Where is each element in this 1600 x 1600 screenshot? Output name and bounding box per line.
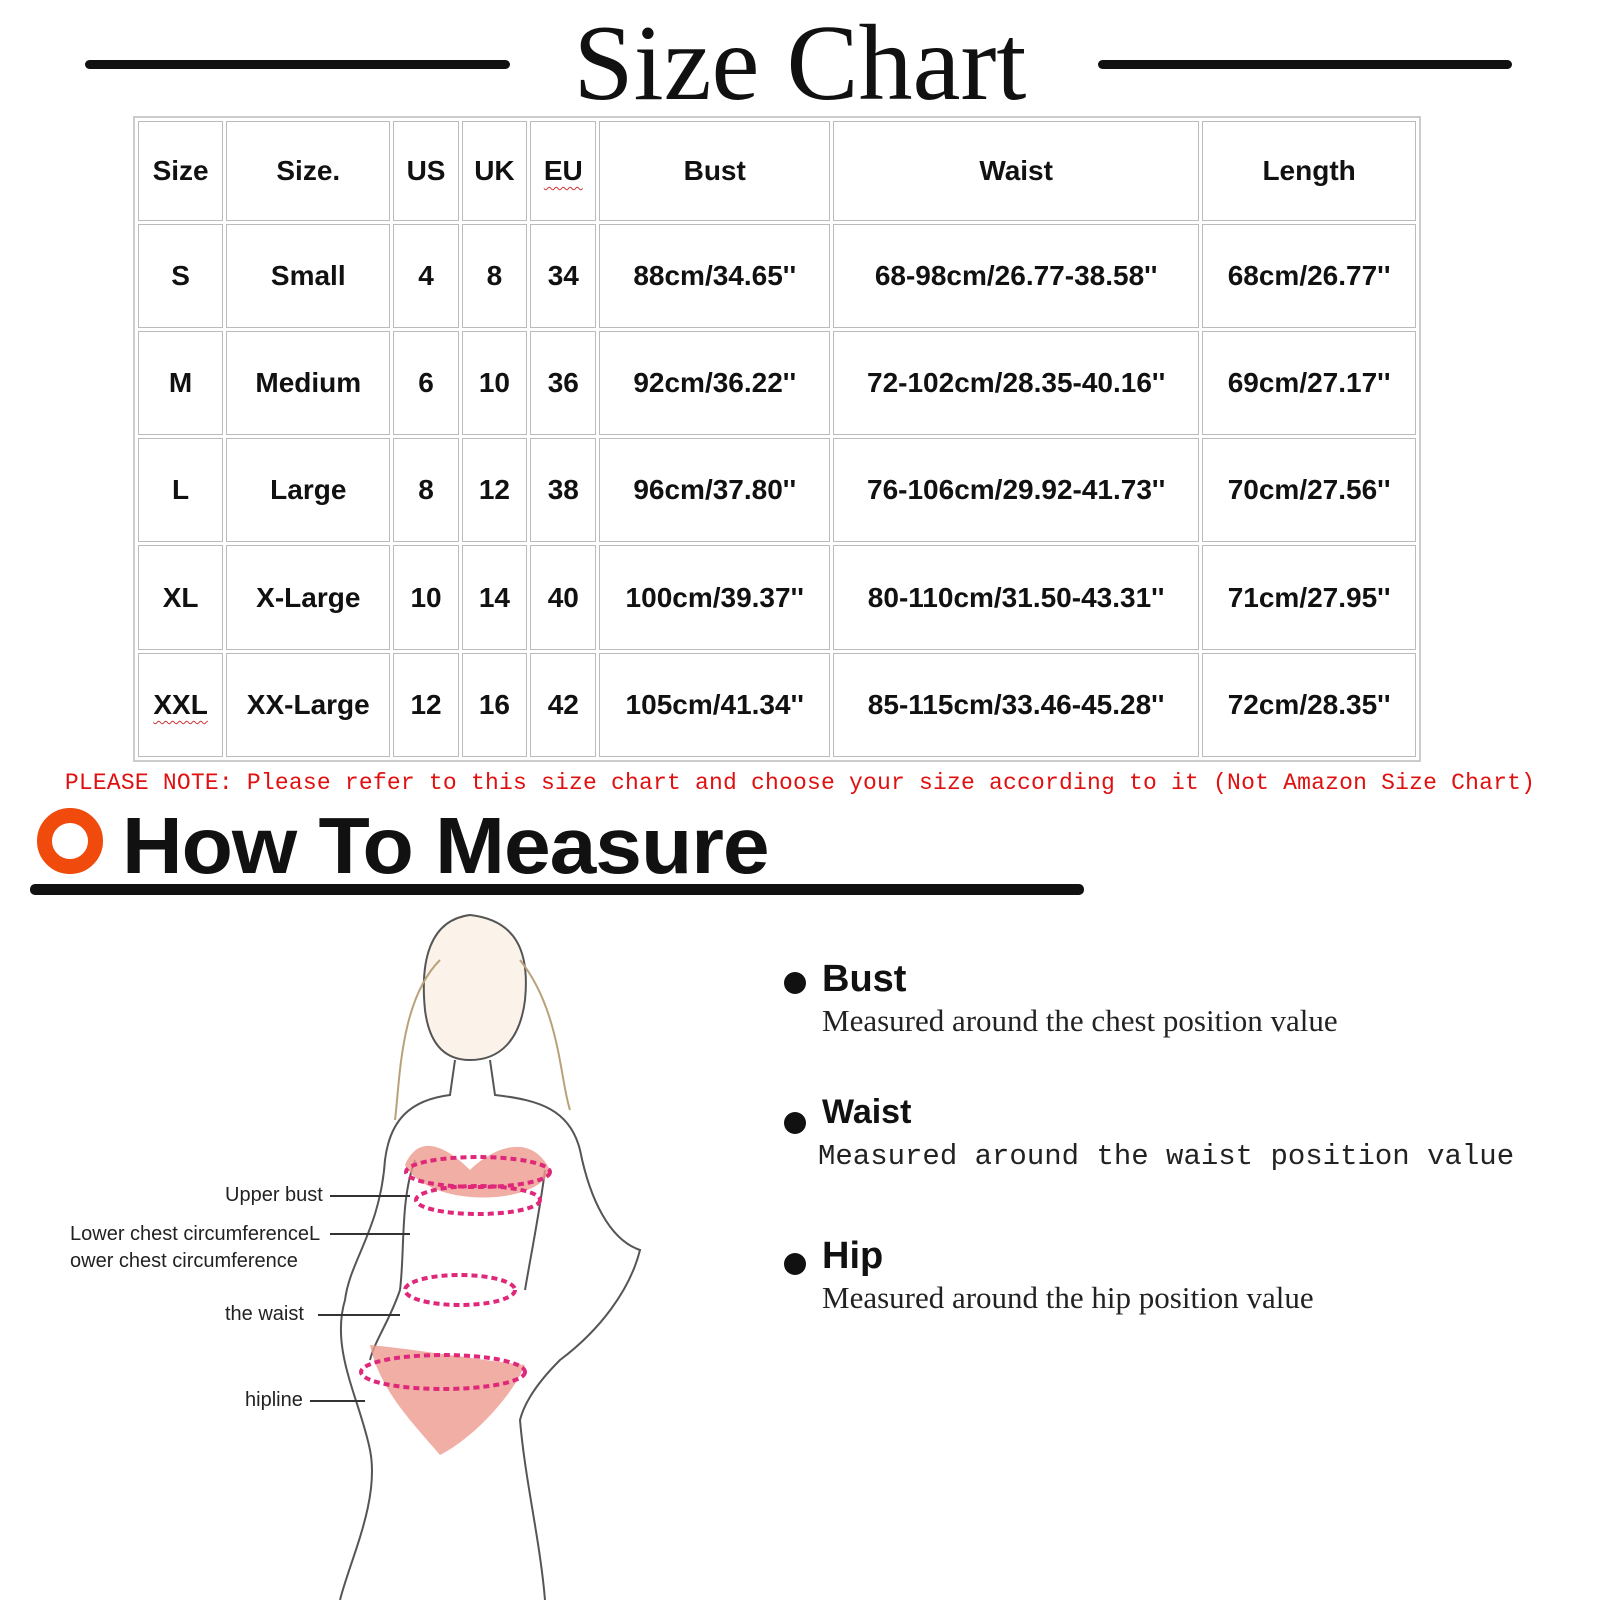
size-note: PLEASE NOTE: Please refer to this size c…	[64, 770, 1536, 796]
table-cell-size-name: Small	[226, 223, 391, 328]
table-cell-length: 72cm/28.35''	[1202, 652, 1416, 757]
measure-desc: Measured around the waist position value	[818, 1140, 1515, 1173]
measure-desc: Measured around the chest position value	[822, 1003, 1338, 1038]
label-lower-chest-1: Lower chest circumferenceL	[70, 1223, 321, 1245]
table-cell-bust: 92cm/36.22''	[599, 330, 831, 436]
table-cell-waist: 68-98cm/26.77-38.58''	[833, 223, 1200, 328]
table-cell-us: 4	[393, 223, 459, 328]
measure-title: Hip	[822, 1235, 884, 1277]
table-cell-waist: 76-106cm/29.92-41.73''	[833, 438, 1200, 543]
table-cell-length: 69cm/27.17''	[1202, 330, 1416, 436]
table-row: M Medium 6 10 36 92cm/36.22'' 72-102cm/28.35-4…	[138, 330, 1416, 436]
heading-underline	[30, 884, 1084, 895]
page-title: Size Chart	[573, 4, 1027, 123]
circle-bullet-icon	[37, 808, 103, 874]
label-waist: the waist	[225, 1303, 304, 1325]
table-cell-eu: 38	[530, 438, 597, 543]
header-size-name: Size.	[226, 121, 391, 221]
header-eu: EU	[530, 121, 597, 221]
table-cell-eu: 42	[530, 652, 597, 757]
table-row: XL X-Large 10 14 40 100cm/39.37'' 80-110cm/31.…	[138, 545, 1416, 650]
table-header-row: Size Size. US UK EU Bust Waist Length	[138, 121, 1416, 221]
table-cell-length: 68cm/26.77''	[1202, 223, 1416, 328]
table-cell-eu: 36	[530, 330, 597, 436]
title-rule-right	[1098, 60, 1512, 69]
table-cell-us: 6	[393, 330, 459, 436]
header-us: US	[393, 121, 459, 221]
header-bust: Bust	[599, 121, 831, 221]
table-cell-uk: 8	[461, 223, 528, 328]
table-cell-size: L	[138, 438, 224, 543]
table-row: S Small 4 8 34 88cm/34.65'' 68-98cm/26.77-38.5…	[138, 223, 1416, 328]
table-cell-us: 12	[393, 652, 459, 757]
header-uk: UK	[461, 121, 528, 221]
header-waist: Waist	[833, 121, 1200, 221]
label-upper-bust: Upper bust	[225, 1184, 323, 1206]
bullet-icon	[784, 1112, 806, 1134]
table-cell-eu: 34	[530, 223, 597, 328]
table-cell-bust: 88cm/34.65''	[599, 223, 831, 328]
table-cell-uk: 16	[461, 652, 528, 757]
measure-title: Waist	[822, 1093, 912, 1131]
table-cell-uk: 12	[461, 438, 528, 543]
table-cell-size: XL	[138, 545, 224, 650]
bullet-icon	[784, 972, 806, 994]
table-cell-size-name: XX-Large	[226, 652, 391, 757]
table-row: L Large 8 12 38 96cm/37.80'' 76-106cm/29.92-41…	[138, 438, 1416, 543]
table-cell-length: 71cm/27.95''	[1202, 545, 1416, 650]
table-cell-size: XXL	[138, 652, 224, 757]
header-length: Length	[1202, 121, 1416, 221]
table-cell-uk: 14	[461, 545, 528, 650]
body-measurement-illustration	[310, 913, 642, 1600]
table-cell-waist: 85-115cm/33.46-45.28''	[833, 652, 1200, 757]
header-size: Size	[138, 121, 224, 221]
table-cell-us: 8	[393, 438, 459, 543]
table-cell-size: S	[138, 223, 224, 328]
table-cell-size-name: Large	[226, 438, 391, 543]
label-lower-chest-2: ower chest circumference	[70, 1250, 298, 1272]
table-cell-size: M	[138, 330, 224, 436]
how-to-measure-heading: How To Measure	[122, 801, 770, 890]
table-cell-waist: 80-110cm/31.50-43.31''	[833, 545, 1200, 650]
table-cell-size-name: Medium	[226, 330, 391, 436]
table-cell-size-name: X-Large	[226, 545, 391, 650]
measure-desc: Measured around the hip position value	[822, 1280, 1314, 1315]
table-cell-uk: 10	[461, 330, 528, 436]
title-rule-left	[85, 60, 510, 69]
bullet-icon	[784, 1253, 806, 1275]
table-cell-bust: 105cm/41.34''	[599, 652, 831, 757]
label-hipline: hipline	[245, 1389, 303, 1411]
measure-title: Bust	[822, 958, 907, 1000]
table-cell-eu: 40	[530, 545, 597, 650]
table-cell-waist: 72-102cm/28.35-40.16''	[833, 330, 1200, 436]
table-cell-bust: 100cm/39.37''	[599, 545, 831, 650]
table-cell-us: 10	[393, 545, 459, 650]
table-row: XXL XX-Large 12 16 42 105cm/41.34'' 85-115cm/3…	[138, 652, 1416, 757]
table-cell-bust: 96cm/37.80''	[599, 438, 831, 543]
table-cell-length: 70cm/27.56''	[1202, 438, 1416, 543]
